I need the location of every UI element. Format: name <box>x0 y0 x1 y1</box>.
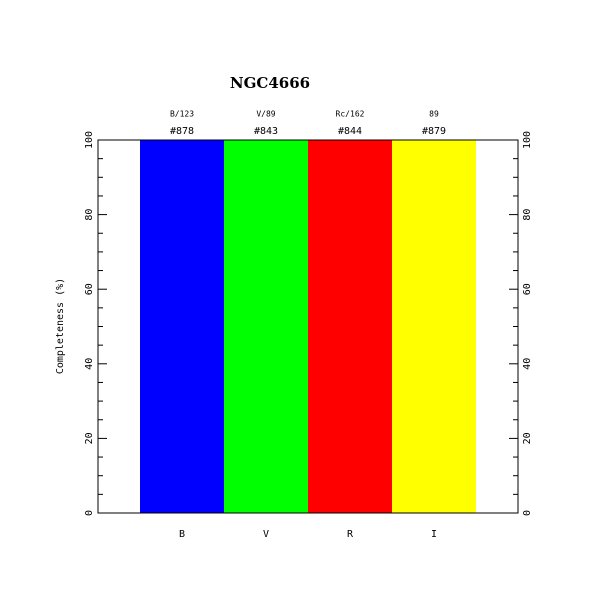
x-tick-label: R <box>347 529 354 540</box>
x-tick-label: B <box>179 529 185 540</box>
y-tick-label-right: 20 <box>522 432 533 444</box>
count-label: #843 <box>254 126 278 137</box>
count-label: #879 <box>422 126 446 137</box>
bar <box>224 140 308 513</box>
bar <box>392 140 476 513</box>
y-tick-label: 60 <box>84 283 95 295</box>
y-tick-label-right: 0 <box>522 510 533 516</box>
filter-label: 89 <box>429 110 439 119</box>
filter-label: V/89 <box>256 110 275 119</box>
y-tick-label-right: 100 <box>522 131 533 149</box>
bar <box>308 140 392 513</box>
y-tick-label: 100 <box>84 131 95 149</box>
y-tick-label: 20 <box>84 432 95 444</box>
y-tick-label-right: 80 <box>522 209 533 221</box>
y-tick-label: 0 <box>84 510 95 516</box>
filter-label: Rc/162 <box>336 110 365 119</box>
y-axis-label: Completeness (%) <box>55 278 66 374</box>
x-tick-label: I <box>431 529 437 540</box>
y-tick-label-right: 40 <box>522 358 533 370</box>
count-label: #878 <box>170 126 194 137</box>
chart-title: NGC4666 <box>230 74 310 92</box>
filter-label: B/123 <box>170 110 194 119</box>
y-tick-label: 80 <box>84 209 95 221</box>
y-tick-label: 40 <box>84 358 95 370</box>
x-tick-label: V <box>263 529 269 540</box>
bar <box>140 140 224 513</box>
y-tick-label-right: 60 <box>522 283 533 295</box>
count-label: #844 <box>338 126 362 137</box>
